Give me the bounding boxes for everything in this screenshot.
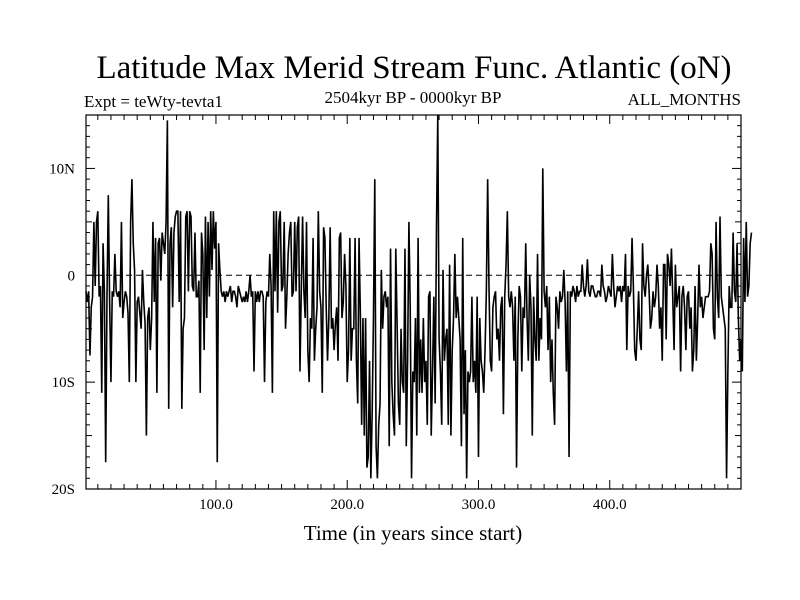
experiment-label: Expt = teWty-tevta1 bbox=[84, 92, 223, 111]
x-tick-label: 400.0 bbox=[593, 497, 627, 513]
x-tick-label: 300.0 bbox=[462, 497, 496, 513]
y-tick-label: 10S bbox=[52, 375, 75, 391]
x-tick-label: 100.0 bbox=[199, 497, 233, 513]
x-axis-label: Time (in years since start) bbox=[304, 521, 523, 545]
y-tick-label: 10N bbox=[49, 161, 75, 177]
series-line bbox=[85, 114, 753, 479]
months-label: ALL_MONTHS bbox=[628, 90, 741, 109]
y-tick-label: 20S bbox=[52, 482, 75, 498]
chart-title: Latitude Max Merid Stream Func. Atlantic… bbox=[96, 50, 731, 86]
y-tick-label: 0 bbox=[68, 268, 76, 284]
time-range-label: 2504kyr BP - 0000kyr BP bbox=[325, 88, 502, 107]
axis-tick-labels: 100.0 200.0 300.0 400.0 10N 0 10S 20S bbox=[49, 161, 626, 513]
plot-frame bbox=[85, 114, 742, 490]
x-tick-label: 200.0 bbox=[330, 497, 364, 513]
